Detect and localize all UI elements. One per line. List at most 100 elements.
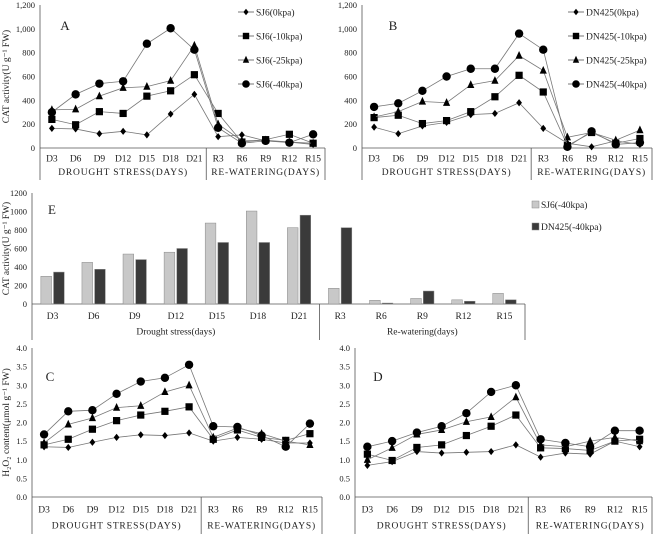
y-tick-label: 1.5 [339, 436, 350, 446]
panel-c: 0.0 0.5 1.0 1.5 2.0 2.5 3.0 3.5 4.0 H₂O₂ content(… [1, 343, 323, 534]
marker-triangle [418, 96, 427, 105]
marker-square [611, 437, 619, 445]
x-tick-label: D3 [362, 506, 374, 516]
marker-circle [39, 430, 49, 439]
bar [40, 276, 52, 305]
x-tick-label: R3 [208, 506, 219, 516]
x-tick-label: D9 [129, 312, 141, 322]
series-line [44, 432, 310, 448]
series-line [367, 440, 640, 466]
marker-triangle [185, 380, 193, 389]
y-tick-label: 200 [14, 281, 27, 291]
legend-label: DN425(-40kpa) [586, 80, 647, 91]
x-tick-label: D12 [438, 154, 455, 164]
y-tick-label: 3.5 [339, 362, 350, 372]
panel-a: 0 200 400 600 800 1,000 1,200 CAT activity(U g⁻… [1, 0, 326, 180]
x-tick-label: D15 [458, 506, 475, 516]
y-tick-label: 1,000 [338, 24, 357, 34]
marker-triangle [572, 55, 580, 63]
panel-label: E [48, 202, 56, 217]
marker-triangle [370, 112, 378, 121]
marker-circle [242, 80, 250, 88]
marker-circle [160, 373, 170, 382]
marker-triangle [119, 83, 127, 91]
marker-square [462, 431, 470, 440]
x-tick-label: D18 [157, 506, 174, 516]
marker-circle [572, 80, 580, 88]
legend-label: SJ6(-10kpa) [256, 32, 302, 43]
marker-square [487, 422, 495, 430]
marker-triangle [282, 436, 290, 445]
legend-label: DN425(0kpa) [586, 8, 639, 19]
marker-circle [184, 360, 194, 369]
y-tick-label: 3.0 [339, 380, 350, 390]
marker-circle [190, 45, 199, 54]
y-tick-label: 0.0 [339, 492, 350, 502]
x-tick-label: R3 [538, 154, 549, 164]
y-tick-label: 1000 [10, 207, 27, 217]
series-line [374, 33, 640, 148]
marker-square [285, 130, 293, 138]
y-tick-label: 600 [22, 72, 35, 82]
legend-swatch [531, 222, 540, 231]
x-tick-label: D21 [511, 154, 528, 164]
marker-circle [587, 127, 596, 136]
bar [122, 253, 134, 305]
x-tick-label: D3 [38, 506, 50, 516]
series-circle [363, 381, 644, 451]
marker-diamond [167, 110, 174, 118]
marker-square [167, 87, 175, 95]
series-line [373, 55, 641, 141]
marker-circle [635, 426, 644, 435]
series-line [367, 414, 640, 461]
y-tick-label: 1,200 [338, 0, 357, 10]
marker-circle [166, 24, 175, 33]
marker-diamond [137, 431, 144, 439]
group-label: DROUGHT STRESS(DAYS) [52, 520, 182, 531]
x-tick-label: R9 [417, 312, 428, 322]
bar [204, 222, 217, 305]
y-tick-label: 0.5 [16, 473, 27, 483]
marker-circle [142, 39, 152, 48]
marker-diamond [488, 447, 495, 456]
marker-diamond [143, 131, 150, 139]
marker-square [413, 443, 421, 452]
x-tick-label: D21 [291, 312, 308, 322]
bar [217, 242, 229, 305]
marker-circle [563, 142, 572, 152]
marker-square [95, 108, 103, 116]
x-tick-label: D6 [62, 506, 74, 516]
series-line [374, 74, 640, 147]
x-tick-label: R9 [586, 154, 597, 164]
series-line [51, 93, 314, 145]
marker-square [438, 441, 446, 449]
x-tick-label: R9 [256, 506, 267, 516]
marker-circle [536, 435, 545, 444]
x-tick-label: D9 [87, 506, 99, 516]
x-tick-label: D12 [108, 506, 125, 516]
marker-triangle [539, 65, 547, 74]
x-tick-label: D6 [392, 154, 404, 164]
marker-triangle [167, 76, 175, 84]
series-line [43, 384, 310, 446]
marker-triangle [137, 401, 145, 409]
marker-circle [611, 140, 620, 149]
marker-circle [64, 407, 73, 416]
marker-triangle [72, 104, 80, 113]
x-tick-label: R9 [585, 506, 596, 516]
y-tick-label: 200 [22, 119, 35, 129]
y-tick-label: 2.5 [16, 399, 27, 409]
marker-circle [490, 64, 500, 73]
bar [381, 302, 394, 305]
marker-triangle [394, 107, 402, 115]
series-line [51, 74, 314, 144]
panel-label: B [389, 18, 398, 33]
bar [53, 271, 65, 305]
y-tick-label: 1.5 [16, 436, 27, 446]
legend-label: DN425(-10kpa) [586, 32, 647, 43]
marker-diamond [636, 443, 643, 451]
y-tick-label: 0 [23, 299, 27, 309]
x-tick-label: D9 [411, 506, 423, 516]
marker-square [161, 407, 169, 415]
